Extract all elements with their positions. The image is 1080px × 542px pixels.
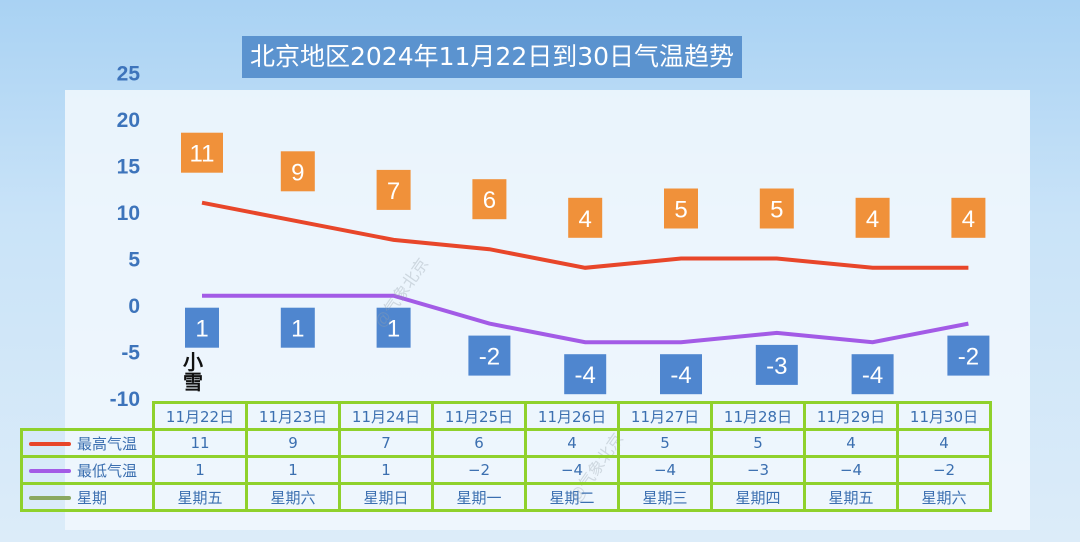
date-header: 11月29日 (803, 401, 899, 431)
data-label: 5 (770, 197, 783, 224)
weekday-cell: 星期二 (524, 482, 620, 512)
low-swatch (29, 469, 71, 473)
date-header: 11月30日 (896, 401, 992, 431)
legend-weekday-label: 星期 (77, 488, 108, 507)
data-label-box (759, 188, 794, 229)
data-label-box (947, 335, 990, 376)
light-snow-annotation: 小雪 (183, 350, 203, 394)
data-label-box (664, 188, 698, 229)
data-label: -4 (575, 362, 596, 389)
data-label-box (851, 354, 894, 395)
weekday-cell: 星期五 (803, 482, 899, 512)
series-line-high (201, 200, 969, 270)
legend-high: 最高气温 (20, 428, 155, 458)
data-label-box (181, 132, 223, 173)
weekday-cell: 星期六 (245, 482, 341, 512)
series-line-low (202, 293, 969, 345)
data-label-box (185, 307, 219, 348)
low-cell: −4 (524, 455, 620, 485)
data-label: -4 (862, 362, 883, 389)
data-table: 11月22日 11月23日 11月24日 11月25日 11月26日 11月27日 11月2… (20, 401, 992, 512)
legend-low: 最低气温 (20, 455, 155, 485)
data-label-box (755, 344, 798, 385)
high-cell: 5 (617, 428, 713, 458)
data-label-box (951, 197, 986, 238)
low-cell: −2 (896, 455, 992, 485)
data-label: 7 (387, 178, 400, 205)
data-label-box (568, 197, 603, 238)
low-cell: −3 (710, 455, 806, 485)
y-tick-label: -5 (121, 342, 140, 365)
high-cell: 9 (245, 428, 341, 458)
high-cell: 4 (524, 428, 620, 458)
legend-low-label: 最低气温 (77, 461, 138, 480)
data-label-box (468, 335, 511, 376)
table-corner (22, 403, 154, 430)
y-tick-label: 25 (117, 63, 141, 86)
y-tick-label: -10 (110, 388, 140, 411)
y-tick-label: 20 (117, 109, 140, 132)
low-cell: −4 (803, 455, 899, 485)
data-label-box (855, 197, 890, 238)
legend-weekday: 星期 (20, 482, 155, 512)
weekday-cell: 星期三 (617, 482, 713, 512)
low-cell: 1 (152, 455, 248, 485)
high-cell: 7 (338, 428, 434, 458)
weekday-cell: 星期五 (152, 482, 248, 512)
weekday-cell: 星期日 (338, 482, 434, 512)
data-label-box (472, 179, 507, 220)
date-header: 11月27日 (617, 401, 713, 431)
date-header: 11月22日 (152, 401, 248, 431)
data-label: -2 (958, 344, 979, 371)
data-label-box (280, 307, 315, 348)
legend-high-label: 最高气温 (77, 434, 138, 453)
y-tick-label: 0 (128, 295, 140, 318)
high-swatch (29, 442, 71, 446)
data-label: 11 (190, 141, 215, 168)
low-cell: 1 (338, 455, 434, 485)
data-label: -3 (766, 353, 787, 380)
data-label-box (376, 169, 411, 210)
weekday-cell: 星期六 (896, 482, 992, 512)
y-tick-label: 10 (117, 202, 140, 225)
date-header: 11月28日 (710, 401, 806, 431)
data-label-box (376, 307, 411, 348)
data-label: 9 (291, 159, 304, 186)
data-label-box (280, 151, 315, 192)
data-label: 6 (483, 187, 496, 214)
low-cell: −2 (431, 455, 527, 485)
high-cell: 5 (710, 428, 806, 458)
data-label: 1 (291, 316, 304, 343)
data-label: 4 (866, 206, 879, 233)
data-label: 1 (195, 316, 208, 343)
high-cell: 6 (431, 428, 527, 458)
data-label: -4 (670, 362, 691, 389)
data-label: 4 (962, 206, 975, 233)
data-label-box (564, 354, 607, 395)
low-cell: −4 (617, 455, 713, 485)
date-header: 11月25日 (431, 401, 527, 431)
weekday-cell: 星期四 (710, 482, 806, 512)
data-label: 4 (579, 206, 592, 233)
y-tick-label: 5 (128, 249, 140, 272)
weekday-cell: 星期一 (431, 482, 527, 512)
data-label: -2 (479, 344, 500, 371)
date-header: 11月24日 (338, 401, 434, 431)
high-cell: 4 (803, 428, 899, 458)
date-header: 11月26日 (524, 401, 620, 431)
data-label: 5 (674, 197, 687, 224)
y-tick-label: 15 (117, 156, 141, 179)
date-header: 11月23日 (245, 401, 341, 431)
weekday-swatch (29, 496, 71, 500)
high-cell: 4 (896, 428, 992, 458)
data-label-box (660, 354, 702, 395)
data-label: 1 (387, 316, 400, 343)
low-cell: 1 (245, 455, 341, 485)
chart-title: 北京地区2024年11月22日到30日气温趋势 (242, 36, 743, 78)
high-cell: 11 (152, 428, 248, 458)
